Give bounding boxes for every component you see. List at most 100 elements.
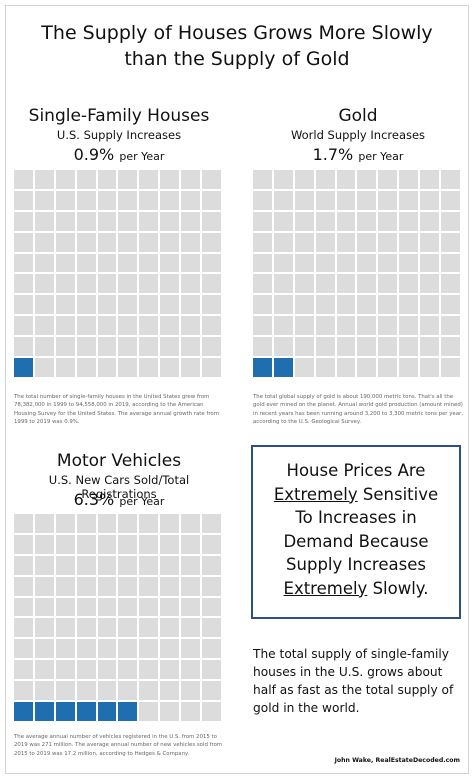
waffle-cell [315, 358, 335, 377]
waffle-cell [14, 295, 33, 315]
waffle-cell [76, 274, 96, 294]
waffle-cell [55, 274, 75, 294]
waffle-cell [34, 295, 54, 315]
waffle-cell [118, 576, 138, 596]
waffle-cell [76, 534, 96, 554]
waffle-cell [76, 514, 96, 533]
waffle-cell [76, 639, 96, 659]
waffle-cell [160, 190, 180, 210]
waffle-cell [181, 660, 201, 680]
waffle-cell [118, 170, 138, 189]
waffle-cell [160, 316, 180, 336]
waffle-cell [357, 190, 377, 210]
waffle-cell [14, 576, 33, 596]
vehicles-waffle-grid [14, 514, 221, 721]
waffle-cell [202, 702, 221, 721]
waffle-cell [97, 358, 117, 377]
houses-rate-unit: per Year [119, 150, 165, 163]
waffle-cell [14, 555, 33, 575]
waffle-cell [294, 253, 314, 273]
waffle-cell [315, 274, 335, 294]
waffle-cell [139, 337, 159, 357]
waffle-cell [55, 358, 75, 377]
waffle-cell [97, 639, 117, 659]
waffle-cell [55, 576, 75, 596]
waffle-cell [118, 618, 138, 638]
waffle-cell [139, 660, 159, 680]
waffle-cell [76, 337, 96, 357]
waffle-cell [139, 211, 159, 231]
waffle-cell [34, 253, 54, 273]
waffle-cell [202, 211, 221, 231]
waffle-cell [118, 534, 138, 554]
waffle-cell [399, 295, 419, 315]
waffle-cell [294, 211, 314, 231]
summary-text: The total supply of single-family houses… [253, 647, 454, 715]
waffle-cell [378, 337, 398, 357]
waffle-cell [181, 211, 201, 231]
waffle-cell [139, 253, 159, 273]
waffle-cell [97, 211, 117, 231]
gold-panel-subtitle: World Supply Increases [290, 128, 426, 142]
waffle-cell [34, 232, 54, 252]
waffle-cell [55, 232, 75, 252]
waffle-cell [441, 316, 460, 336]
waffle-cell [357, 337, 377, 357]
waffle-cell [273, 211, 293, 231]
houses-source-note: The total number of single-family houses… [14, 394, 219, 426]
waffle-cell [76, 618, 96, 638]
waffle-cell [139, 170, 159, 189]
waffle-cell [76, 253, 96, 273]
waffle-cell [420, 190, 440, 210]
waffle-cell [441, 211, 460, 231]
waffle-cell [315, 170, 335, 189]
waffle-cell [420, 337, 440, 357]
waffle-cell [202, 358, 221, 377]
waffle-cell [14, 681, 33, 701]
waffle-cell [336, 170, 356, 189]
callout-line-2-rest: Sensitive [357, 484, 439, 504]
waffle-cell [55, 681, 75, 701]
waffle-cell [181, 597, 201, 617]
waffle-cell [294, 170, 314, 189]
callout-line-6: Extremely Slowly. [253, 577, 459, 601]
waffle-cell [441, 295, 460, 315]
waffle-cell [76, 295, 96, 315]
waffle-cell [181, 337, 201, 357]
waffle-cell [76, 576, 96, 596]
waffle-cell [253, 211, 272, 231]
waffle-cell [34, 211, 54, 231]
waffle-cell [139, 274, 159, 294]
waffle-cell [34, 597, 54, 617]
waffle-cell [253, 253, 272, 273]
waffle-cell [315, 253, 335, 273]
waffle-cell [97, 232, 117, 252]
waffle-cell [181, 295, 201, 315]
waffle-cell [202, 232, 221, 252]
waffle-cell [181, 514, 201, 533]
main-title-line-1: The Supply of Houses Grows More Slowly [41, 22, 433, 44]
waffle-cell [76, 555, 96, 575]
waffle-cell [202, 618, 221, 638]
waffle-cell [34, 274, 54, 294]
waffle-cell [399, 232, 419, 252]
waffle-cell [55, 639, 75, 659]
vehicles-source-note: The average annual number of vehicles re… [14, 734, 223, 757]
waffle-cell [34, 618, 54, 638]
waffle-cell [14, 232, 33, 252]
waffle-cell [160, 337, 180, 357]
waffle-cell [202, 190, 221, 210]
waffle-cell [399, 316, 419, 336]
waffle-cell [55, 597, 75, 617]
waffle-cell [118, 514, 138, 533]
waffle-cell [378, 232, 398, 252]
waffle-cell [160, 534, 180, 554]
waffle-cell [420, 358, 440, 377]
waffle-cell [14, 211, 33, 231]
waffle-cell [294, 337, 314, 357]
waffle-cell [14, 337, 33, 357]
waffle-cell [420, 253, 440, 273]
waffle-cell [357, 316, 377, 336]
waffle-cell [160, 702, 180, 721]
waffle-cell [202, 660, 221, 680]
